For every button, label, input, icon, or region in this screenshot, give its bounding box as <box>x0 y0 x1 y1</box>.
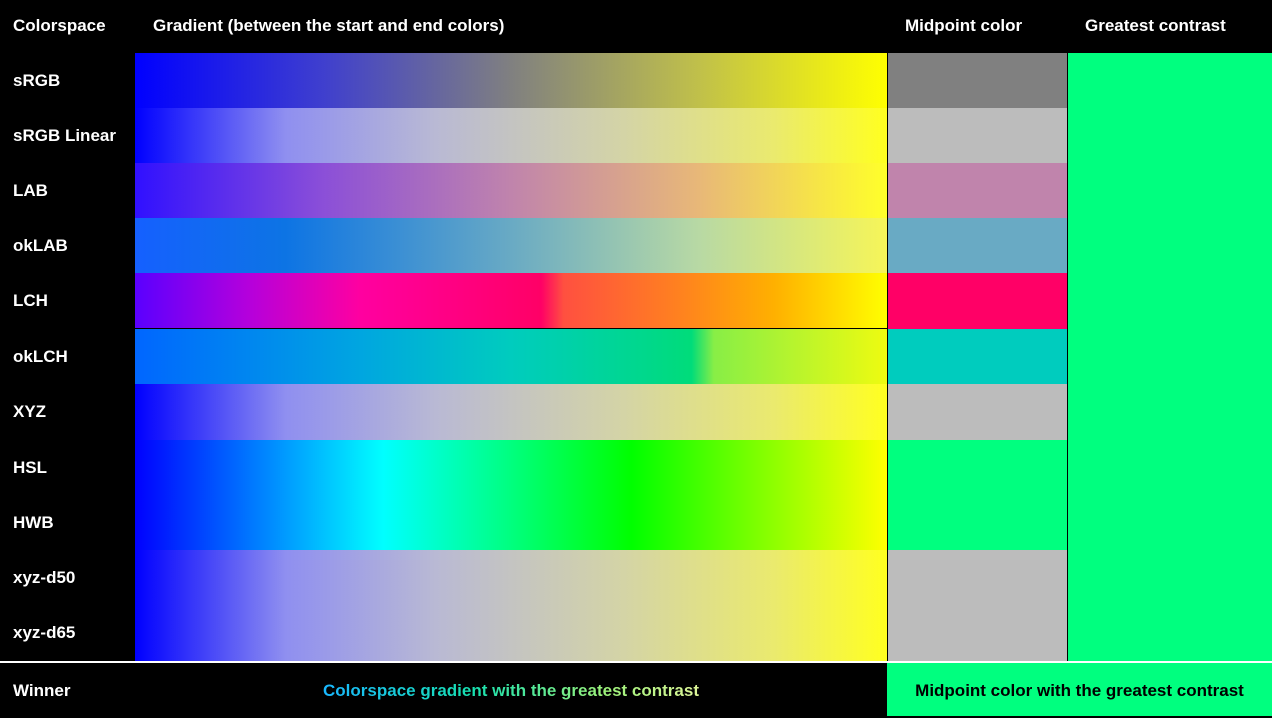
row-label-xyz-d65: xyz-d65 <box>13 623 76 642</box>
midpoint-lab <box>888 163 1067 218</box>
midpoint-srgb-linear <box>888 108 1067 163</box>
gradient-xyz-d50-d65 <box>135 550 887 661</box>
row-label-hwb: HWB <box>13 513 54 532</box>
row-label-oklab: okLAB <box>13 236 68 255</box>
gradient-winner-label: Colorspace gradient with the greatest co… <box>323 681 699 700</box>
midpoint-xyz-d50-d65 <box>888 550 1067 661</box>
header-colorspace: Colorspace <box>13 16 106 35</box>
header-gradient: Gradient (between the start and end colo… <box>153 16 505 35</box>
gradient-srgb-linear <box>135 108 887 163</box>
header-contrast: Greatest contrast <box>1085 16 1226 35</box>
gradient-lch <box>135 273 887 328</box>
midpoint-lch <box>888 273 1067 329</box>
gradient-xyz <box>135 384 887 440</box>
header-midpoint: Midpoint color <box>905 16 1023 35</box>
midpoint-srgb <box>888 53 1067 108</box>
gradient-oklch <box>135 329 887 384</box>
midpoint-winner: Midpoint color with the greatest contras… <box>887 663 1272 716</box>
gradient-oklab <box>135 218 887 273</box>
row-label-lab: LAB <box>13 181 48 200</box>
gradient-srgb <box>135 53 887 108</box>
gradient-hsl-hwb <box>135 440 887 550</box>
footer-divider <box>0 661 1272 663</box>
midpoint-xyz <box>888 384 1067 440</box>
row-label-srgb-linear: sRGB Linear <box>13 126 116 145</box>
row-label-oklch: okLCH <box>13 347 68 366</box>
row-label-hsl: HSL <box>13 458 47 477</box>
midpoint-oklab <box>888 218 1067 273</box>
gradient-lab <box>135 163 887 218</box>
winner-label: Winner <box>13 681 71 700</box>
row-label-lch: LCH <box>13 291 48 310</box>
row-label-xyz: XYZ <box>13 402 47 421</box>
gradient-winner-text: Colorspace gradient with the greatest co… <box>135 663 887 716</box>
midpoint-hsl-hwb <box>888 440 1067 550</box>
midpoint-oklch <box>888 329 1067 384</box>
row-label-srgb: sRGB <box>13 71 61 90</box>
row-label-xyz-d50: xyz-d50 <box>13 568 76 587</box>
greatest-contrast-swatch <box>1068 53 1272 661</box>
